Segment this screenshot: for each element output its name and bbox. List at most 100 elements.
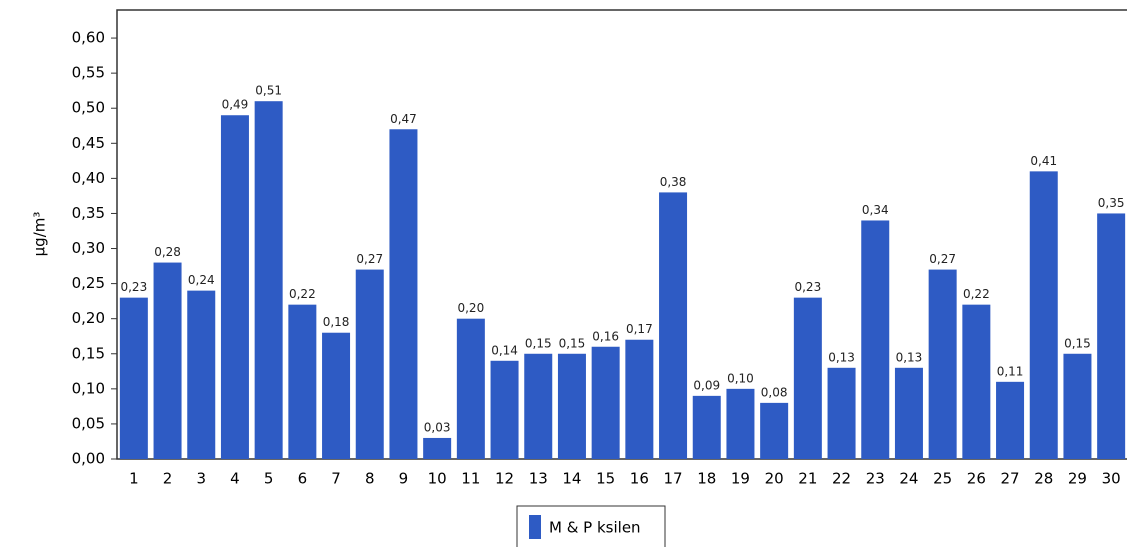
x-tick-label: 30 <box>1102 470 1121 488</box>
x-tick-label: 11 <box>461 470 480 488</box>
bar <box>187 290 216 459</box>
y-axis-label: µg/m³ <box>31 212 49 257</box>
bar <box>659 192 688 459</box>
value-label: 0,15 <box>559 336 586 350</box>
value-label: 0,51 <box>255 84 282 98</box>
bar <box>692 395 721 459</box>
y-tick-label: 0,40 <box>72 169 105 187</box>
y-tick-label: 0,10 <box>72 379 105 397</box>
value-label: 0,03 <box>424 420 451 434</box>
bar <box>490 360 519 459</box>
x-tick-label: 13 <box>529 470 548 488</box>
x-tick-label: 17 <box>664 470 683 488</box>
plot-area <box>116 9 1127 460</box>
bar <box>220 115 249 459</box>
x-tick-label: 28 <box>1034 470 1053 488</box>
bar <box>524 353 553 459</box>
value-label: 0,27 <box>356 252 383 266</box>
bar <box>389 129 418 459</box>
y-tick-label: 0,15 <box>72 344 105 362</box>
legend-label: M & P ksilen <box>549 519 641 537</box>
value-label: 0,17 <box>626 322 653 336</box>
x-tick-label: 21 <box>798 470 817 488</box>
y-tick-label: 0,60 <box>72 29 105 47</box>
x-tick-label: 25 <box>933 470 952 488</box>
x-tick-label: 18 <box>697 470 716 488</box>
value-label: 0,24 <box>188 273 215 287</box>
legend-box <box>516 505 666 547</box>
value-label: 0,11 <box>997 364 1024 378</box>
x-tick-label: 9 <box>399 470 409 488</box>
bar <box>1063 353 1092 459</box>
value-label: 0,20 <box>457 301 484 315</box>
x-tick-label: 2 <box>163 470 173 488</box>
value-label: 0,49 <box>222 98 249 112</box>
x-tick-label: 23 <box>866 470 885 488</box>
x-tick-label: 1 <box>129 470 139 488</box>
bar <box>153 262 182 459</box>
y-tick-label: 0,30 <box>72 239 105 257</box>
value-label: 0,38 <box>660 175 687 189</box>
x-tick-label: 26 <box>967 470 986 488</box>
value-label: 0,22 <box>963 287 990 301</box>
value-label: 0,13 <box>896 350 923 364</box>
bar <box>962 304 991 459</box>
y-tick-label: 0,00 <box>72 450 105 468</box>
legend-swatch <box>529 515 541 539</box>
value-label: 0,15 <box>1064 336 1091 350</box>
bar <box>625 339 654 459</box>
value-label: 0,41 <box>1030 154 1057 168</box>
bar <box>1029 171 1058 459</box>
value-label: 0,18 <box>323 315 350 329</box>
y-tick-label: 0,05 <box>72 414 105 432</box>
bar <box>996 381 1025 459</box>
x-tick-label: 19 <box>731 470 750 488</box>
bar <box>591 346 620 459</box>
x-tick-label: 10 <box>428 470 447 488</box>
x-tick-label: 7 <box>331 470 341 488</box>
value-label: 0,34 <box>862 203 889 217</box>
value-label: 0,35 <box>1098 196 1125 210</box>
x-tick-label: 6 <box>298 470 308 488</box>
x-tick-label: 16 <box>630 470 649 488</box>
y-tick-label: 0,35 <box>72 204 105 222</box>
bar <box>760 402 789 459</box>
value-label: 0,23 <box>794 280 821 294</box>
x-tick-label: 27 <box>1001 470 1020 488</box>
x-tick-label: 14 <box>562 470 581 488</box>
bar <box>861 220 890 459</box>
bar <box>827 367 856 459</box>
x-tick-label: 24 <box>899 470 918 488</box>
value-label: 0,16 <box>592 329 619 343</box>
value-label: 0,23 <box>120 280 147 294</box>
x-tick-label: 20 <box>765 470 784 488</box>
bar <box>288 304 317 459</box>
value-label: 0,27 <box>929 252 956 266</box>
value-label: 0,14 <box>491 343 518 357</box>
x-tick-label: 3 <box>196 470 206 488</box>
bar <box>557 353 586 459</box>
x-tick-label: 12 <box>495 470 514 488</box>
bar <box>456 318 485 459</box>
bar <box>254 101 283 459</box>
x-tick-label: 5 <box>264 470 274 488</box>
y-tick-label: 0,45 <box>72 134 105 152</box>
y-tick-label: 0,20 <box>72 309 105 327</box>
value-label: 0,47 <box>390 112 417 126</box>
y-tick-label: 0,25 <box>72 274 105 292</box>
bar <box>793 297 822 459</box>
value-label: 0,22 <box>289 287 316 301</box>
value-label: 0,08 <box>761 385 788 399</box>
bar <box>355 269 384 459</box>
value-label: 0,15 <box>525 336 552 350</box>
x-tick-label: 29 <box>1068 470 1087 488</box>
value-label: 0,09 <box>693 378 720 392</box>
x-tick-label: 8 <box>365 470 375 488</box>
value-label: 0,13 <box>828 350 855 364</box>
bar <box>726 388 755 459</box>
y-tick-label: 0,50 <box>72 99 105 117</box>
bar <box>928 269 957 459</box>
bar <box>322 332 351 459</box>
x-tick-label: 22 <box>832 470 851 488</box>
